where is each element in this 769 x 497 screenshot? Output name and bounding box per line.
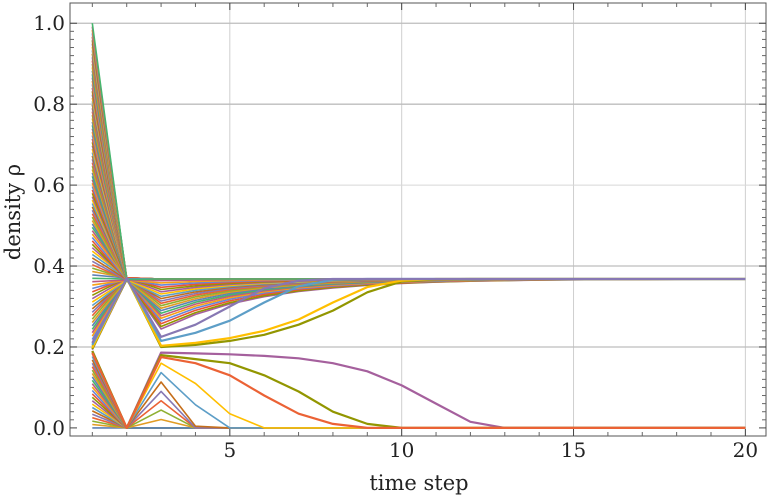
highlighted-series-line	[91, 352, 746, 429]
y-tick-label: 0.8	[33, 92, 65, 116]
plot-area-background	[70, 3, 766, 436]
y-tick-label: 0.4	[33, 254, 65, 278]
y-tick-label: 0.0	[33, 416, 65, 440]
x-tick-label: 20	[733, 438, 758, 462]
plot-frame	[69, 2, 767, 437]
y-tick-label: 0.6	[33, 173, 65, 197]
y-tick-label: 1.0	[33, 11, 65, 35]
tick-labels: 5 10 15 20 0.0 0.2 0.4 0.6 0.8 1.0	[33, 11, 758, 462]
y-tick-label: 0.2	[33, 335, 65, 359]
highlighted-series-group	[91, 277, 746, 429]
x-tick-label: 10	[389, 438, 414, 462]
x-axis-label: time step	[369, 471, 468, 495]
y-axis-label: density ρ	[1, 164, 25, 260]
highlighted-series-line	[91, 277, 746, 344]
gridlines	[70, 3, 766, 436]
axis-ticks	[70, 3, 766, 436]
x-tick-label: 5	[223, 438, 236, 462]
x-tick-label: 15	[561, 438, 586, 462]
